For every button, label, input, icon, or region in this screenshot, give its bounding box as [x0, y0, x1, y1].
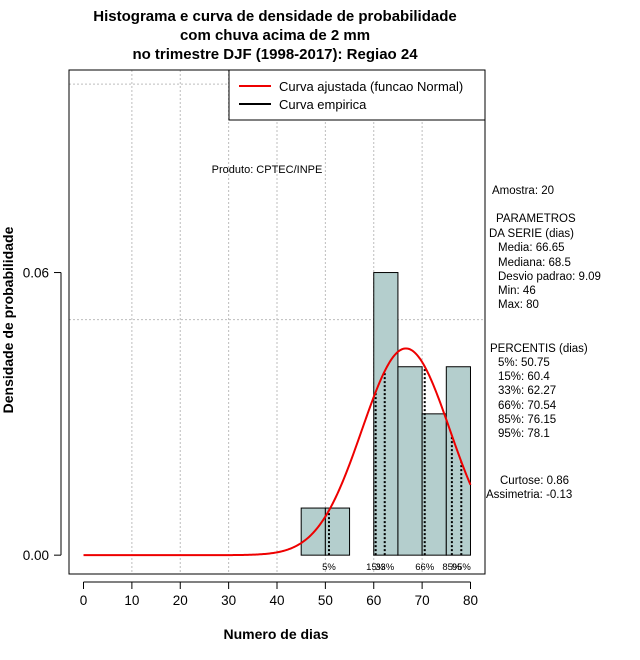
param-max: Max: 80 — [498, 299, 539, 311]
legend: Curva ajustada (funcao Normal) Curva emp… — [228, 69, 486, 121]
chart-title-line-1: Histograma e curva de densidade de proba… — [93, 8, 456, 25]
chart-title-line-2: com chuva acima de 2 mm — [180, 27, 370, 44]
percentile-label: 95% — [452, 562, 472, 573]
chart-title-line-3: no trimestre DJF (1998-2017): Regiao 24 — [132, 46, 418, 63]
normal-fit-line — [83, 347, 472, 557]
histogram-bar — [445, 366, 471, 556]
percentil-33: 33%: 62.27 — [498, 385, 556, 397]
percentil-95: 95%: 78.1 — [498, 428, 550, 440]
legend-label-empirical: Curva empirica — [279, 97, 367, 112]
x-axis: 0 10 20 30 40 50 60 70 80 — [80, 581, 478, 608]
x-tick-label: 70 — [415, 593, 430, 608]
x-tick-label: 80 — [463, 593, 478, 608]
percentile-label: 33% — [375, 562, 395, 573]
curtose: Curtose: 0.86 — [500, 475, 569, 487]
x-tick-label: 0 — [80, 593, 88, 608]
histogram-bar — [324, 507, 351, 556]
sample-size: Amostra: 20 — [492, 185, 554, 197]
y-tick-label: 0.00 — [23, 548, 49, 563]
x-tick-label: 10 — [124, 593, 139, 608]
side-panel: Amostra: 20 PARAMETROS DA SERIE (dias) M… — [486, 185, 601, 501]
percentil-15: 15%: 60.4 — [498, 371, 550, 383]
percentil-5: 5%: 50.75 — [498, 357, 550, 369]
percentile-lines — [328, 366, 463, 556]
x-axis-label: Numero de dias — [223, 626, 328, 642]
histogram-bar — [421, 413, 447, 556]
percentis-title: PERCENTIS (dias) — [490, 343, 588, 355]
y-axis-label: Densidade de probabilidade — [0, 226, 16, 413]
y-tick-label: 0.06 — [23, 266, 49, 281]
product-label: Produto: CPTEC/INPE — [212, 164, 323, 176]
percentile-label: 15% — [366, 562, 386, 573]
param-sd: Desvio padrao: 9.09 — [498, 271, 601, 283]
percentile-labels: 5% 15%33% 66% 85%95% — [322, 562, 471, 573]
percentile-label: 5% — [322, 562, 336, 573]
param-mean: Media: 66.65 — [498, 242, 565, 254]
legend-label-fit: Curva ajustada (funcao Normal) — [279, 79, 463, 94]
x-tick-label: 60 — [366, 593, 381, 608]
params-title-2: DA SERIE (dias) — [489, 228, 574, 240]
percentile-label: 85% — [442, 562, 462, 573]
param-median: Mediana: 68.5 — [498, 257, 571, 269]
histogram-bar — [397, 366, 423, 556]
percentil-85: 85%: 76.15 — [498, 414, 556, 426]
param-min: Min: 46 — [498, 285, 536, 297]
y-axis: 0.00 0.06 — [23, 266, 62, 563]
x-tick-label: 20 — [173, 593, 188, 608]
legend-box — [228, 69, 486, 121]
x-tick-label: 30 — [221, 593, 236, 608]
x-tick-label: 40 — [269, 593, 284, 608]
percentil-66: 66%: 70.54 — [498, 400, 557, 412]
histogram-bar — [373, 272, 399, 556]
params-title-1: PARAMETROS — [496, 213, 576, 225]
histogram-bars — [300, 272, 471, 556]
normal-curve — [83, 347, 472, 557]
percentile-label: 66% — [415, 562, 435, 573]
assimetria: Assimetria: -0.13 — [486, 489, 572, 501]
x-tick-label: 50 — [318, 593, 333, 608]
